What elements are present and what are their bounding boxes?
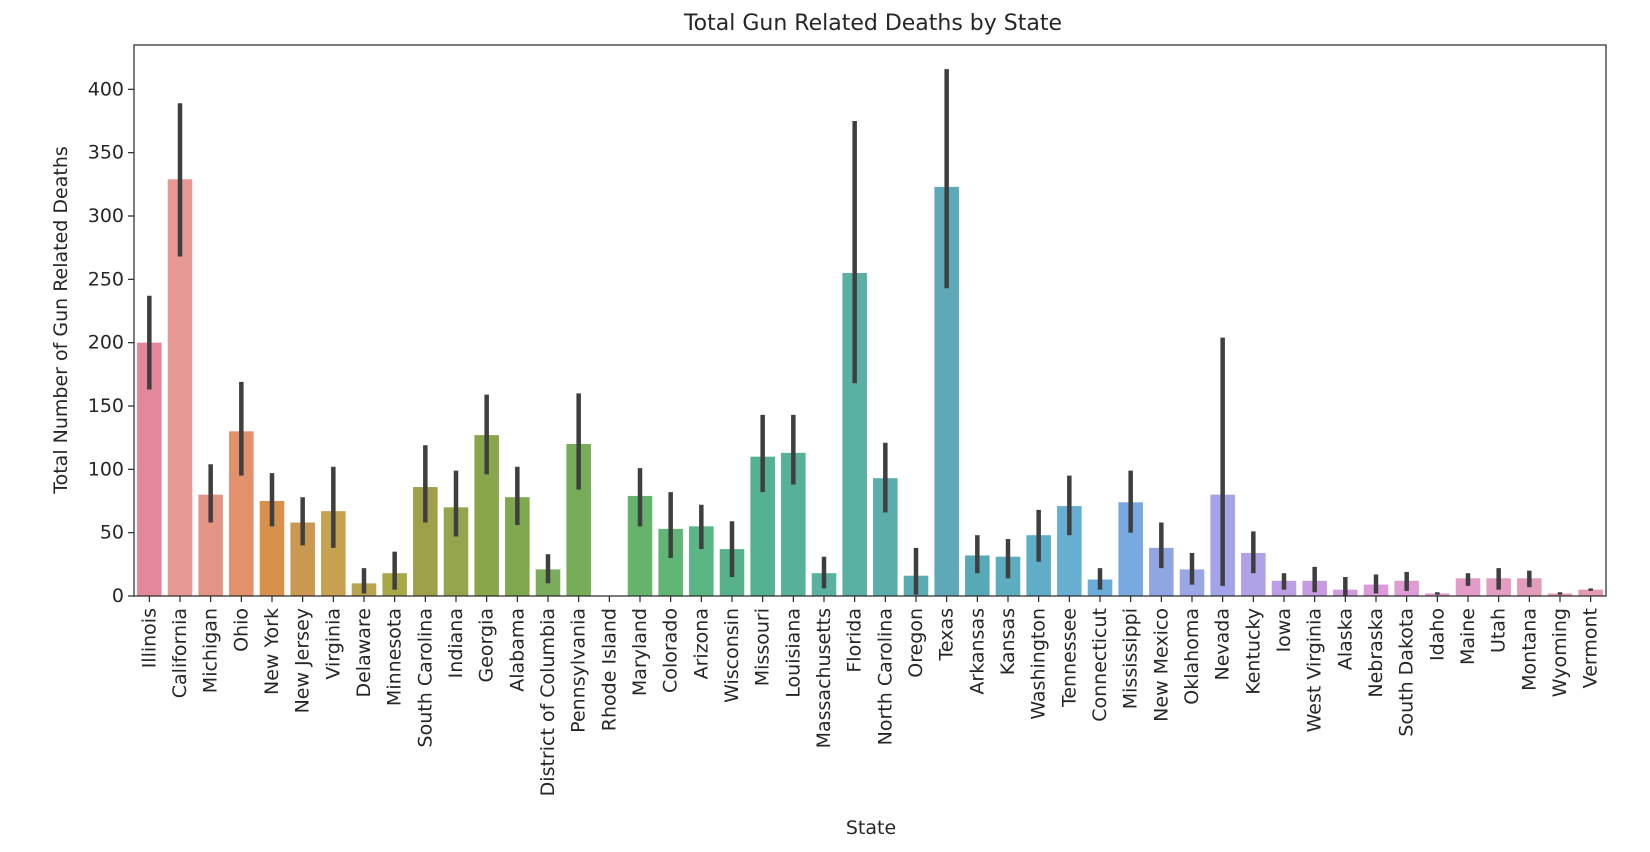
x-tick-label: Arkansas: [966, 608, 988, 695]
x-tick-label: Delaware: [353, 608, 375, 698]
x-tick-label: Connecticut: [1089, 608, 1111, 722]
x-tick-label: District of Columbia: [537, 608, 559, 796]
x-tick-label: Missouri: [752, 608, 774, 686]
x-axis: Illinois California Michigan Ohio New York Ne…: [138, 596, 1602, 796]
x-tick-label: Nevada: [1212, 608, 1234, 681]
x-tick-label: Pennsylvania: [568, 608, 590, 733]
x-tick-label: Kentucky: [1242, 608, 1264, 695]
x-tick-label: Montana: [1518, 608, 1540, 691]
chart-title: Total Gun Related Deaths by State: [683, 11, 1062, 36]
x-tick-label: Rhode Island: [598, 608, 620, 731]
x-tick-label: Vermont: [1580, 608, 1602, 688]
x-tick-label: Michigan: [200, 608, 222, 693]
x-tick-label: Wyoming: [1549, 608, 1571, 697]
x-tick-label: Washington: [1028, 608, 1050, 720]
x-tick-label: New Mexico: [1150, 608, 1172, 722]
y-tick-label: 200: [88, 332, 124, 354]
x-tick-label: Nebraska: [1365, 608, 1387, 698]
x-tick-label: Colorado: [660, 608, 682, 693]
x-tick-label: Oregon: [905, 608, 927, 678]
x-tick-label: Tennessee: [1058, 608, 1080, 708]
bar-vermont: [1578, 589, 1603, 596]
y-tick-label: 100: [88, 458, 124, 480]
x-tick-label: New York: [261, 608, 283, 695]
plot-frame: [133, 44, 1607, 597]
x-tick-label: California: [169, 608, 191, 698]
x-tick-label: Idaho: [1426, 608, 1448, 661]
x-tick-label: New Jersey: [292, 608, 314, 713]
x-axis-label: State: [846, 817, 896, 839]
x-tick-label: North Carolina: [874, 608, 896, 745]
x-tick-label: Arizona: [690, 608, 712, 679]
y-tick-label: 50: [100, 522, 124, 544]
x-tick-label: Indiana: [445, 608, 467, 678]
x-tick-label: Wisconsin: [721, 608, 743, 703]
x-tick-label: South Carolina: [414, 608, 436, 747]
x-tick-label: Alaska: [1334, 608, 1356, 670]
x-tick-label: Mississippi: [1120, 608, 1142, 709]
x-tick-label: West Virginia: [1304, 608, 1326, 732]
y-tick-label: 0: [112, 585, 124, 607]
y-axis: 0 50 100 150 200 250 300 350 400: [88, 78, 134, 607]
error-bars-group: [147, 69, 1593, 596]
y-axis-label: Total Number of Gun Related Deaths: [50, 146, 72, 495]
y-tick-label: 350: [88, 142, 124, 164]
y-tick-label: 150: [88, 395, 124, 417]
x-tick-label: Maryland: [629, 608, 651, 696]
x-tick-label: Florida: [844, 608, 866, 673]
x-tick-label: Texas: [936, 608, 958, 662]
x-tick-label: Illinois: [138, 608, 160, 668]
x-tick-label: Ohio: [230, 608, 252, 652]
x-tick-label: Minnesota: [384, 608, 406, 706]
y-tick-label: 400: [88, 78, 124, 100]
x-tick-label: Oklahoma: [1181, 608, 1203, 705]
x-tick-label: Louisiana: [782, 608, 804, 698]
x-tick-label: Massachusetts: [813, 608, 835, 748]
x-tick-label: Maine: [1457, 608, 1479, 665]
x-tick-label: Iowa: [1273, 608, 1295, 652]
bar-maine: [1455, 578, 1481, 596]
x-tick-label: Virginia: [322, 608, 344, 680]
bars-group: [137, 179, 1603, 596]
x-tick-label: Utah: [1488, 608, 1510, 653]
y-tick-label: 300: [88, 205, 124, 227]
y-tick-label: 250: [88, 268, 124, 290]
x-tick-label: Kansas: [997, 608, 1019, 675]
x-tick-label: South Dakota: [1396, 608, 1418, 737]
x-tick-label: Alabama: [506, 608, 528, 692]
x-tick-label: Georgia: [476, 608, 498, 683]
